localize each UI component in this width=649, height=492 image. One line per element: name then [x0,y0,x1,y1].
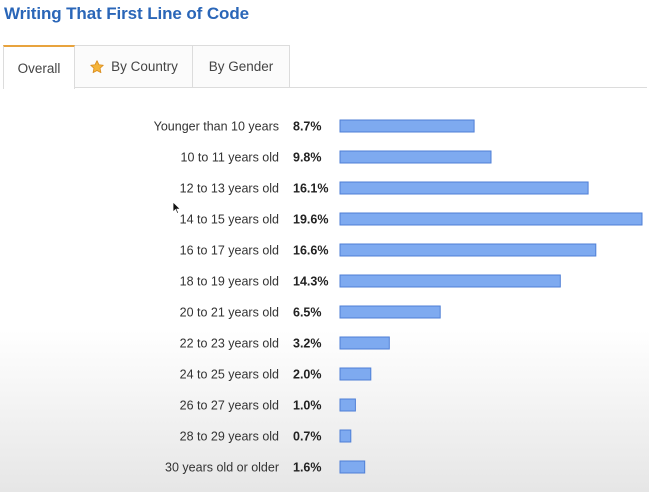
bar[interactable] [339,119,475,133]
bar[interactable] [339,212,643,226]
tab-divider [3,87,647,88]
page-title: Writing That First Line of Code [4,4,249,23]
value-label: 16.1% [293,182,328,196]
tab-by-gender-label: By Gender [208,59,274,74]
category-label: 24 to 25 years old [180,368,279,382]
bar[interactable] [339,150,492,164]
tab-bar: Overall By Country By Gender [3,45,647,89]
category-label: 18 to 19 years old [180,275,279,289]
category-label: Younger than 10 years [154,120,279,134]
tab-by-country[interactable]: By Country [75,45,193,87]
tab-by-country-label: By Country [111,59,178,74]
category-label: 28 to 29 years old [180,430,279,444]
category-label: 22 to 23 years old [180,337,279,351]
tab-by-gender[interactable]: By Gender [193,45,290,87]
bar[interactable] [339,367,372,381]
category-label: 30 years old or older [165,461,279,475]
value-label: 0.7% [293,430,322,444]
category-label: 26 to 27 years old [180,399,279,413]
category-label: 20 to 21 years old [180,306,279,320]
mouse-cursor-icon [172,201,182,215]
star-icon [90,59,104,73]
value-label: 9.8% [293,151,322,165]
bar[interactable] [339,305,441,319]
value-label: 14.3% [293,275,328,289]
value-label: 1.6% [293,461,322,475]
category-label: 14 to 15 years old [180,213,279,227]
tab-overall-label: Overall [17,60,61,76]
value-label: 2.0% [293,368,322,382]
bar[interactable] [339,274,561,288]
category-label: 12 to 13 years old [180,182,279,196]
bar[interactable] [339,243,597,257]
value-label: 8.7% [293,120,322,134]
bar[interactable] [339,429,352,443]
tab-overall[interactable]: Overall [3,45,75,89]
category-label: 16 to 17 years old [180,244,279,258]
value-label: 6.5% [293,306,322,320]
category-label: 10 to 11 years old [181,151,279,165]
value-label: 1.0% [293,399,322,413]
value-label: 3.2% [293,337,322,351]
value-label: 19.6% [293,213,328,227]
bar[interactable] [339,336,390,350]
bar[interactable] [339,181,589,195]
bar[interactable] [339,460,366,474]
value-label: 16.6% [293,244,328,258]
bar[interactable] [339,398,356,412]
